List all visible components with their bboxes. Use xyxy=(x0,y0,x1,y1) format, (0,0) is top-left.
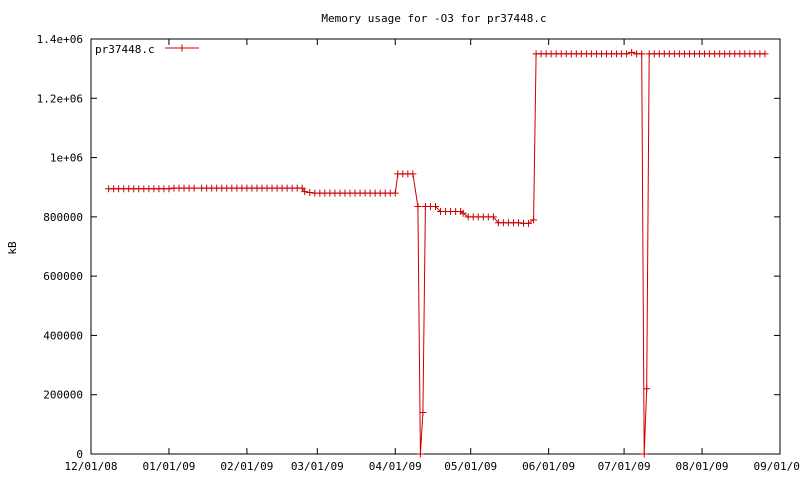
data-point-marker xyxy=(414,202,422,210)
data-point-marker xyxy=(190,184,198,192)
y-tick-label: 800000 xyxy=(43,211,83,224)
data-point-marker xyxy=(416,450,424,458)
y-tick-label: 1e+06 xyxy=(50,152,83,165)
x-tick-label: 02/01/09 xyxy=(220,460,273,473)
data-point-marker xyxy=(628,48,636,56)
x-tick-label: 03/01/09 xyxy=(291,460,344,473)
data-point-marker xyxy=(391,189,399,197)
y-axis-label: kB xyxy=(6,241,19,255)
legend-label-pr37448: pr37448.c xyxy=(95,43,155,56)
data-point-marker xyxy=(640,450,648,458)
chart-title: Memory usage for -O3 for pr37448.c xyxy=(321,12,546,25)
y-tick-label: 1.2e+06 xyxy=(37,92,83,105)
x-axis-ticks: 12/01/08 01/01/09 02/01/09 03/01/09 04/01/09… xyxy=(65,39,800,473)
data-point-marker xyxy=(165,185,173,193)
legend-sample-line xyxy=(165,44,199,52)
data-point-marker xyxy=(459,209,467,217)
legend: pr37448.c xyxy=(95,43,199,56)
data-point-marker xyxy=(298,184,306,192)
data-point-marker xyxy=(409,170,417,178)
x-tick-label: 01/01/09 xyxy=(142,460,195,473)
data-point-marker xyxy=(514,219,522,227)
legend-marker xyxy=(178,44,186,52)
data-point-marker xyxy=(432,202,439,210)
data-point-marker xyxy=(306,189,314,197)
x-tick-label: 04/01/09 xyxy=(369,460,422,473)
data-point-marker xyxy=(638,50,646,58)
series-line-pr37448 xyxy=(108,51,765,455)
x-tick-label: 09/01/09 xyxy=(754,460,800,473)
y-tick-label: 200000 xyxy=(43,389,83,402)
x-tick-label: 12/01/08 xyxy=(65,460,118,473)
y-tick-label: 1.4e+06 xyxy=(37,33,83,46)
y-tick-label: 0 xyxy=(76,448,83,461)
data-point-marker xyxy=(419,409,427,416)
x-tick-label: 05/01/09 xyxy=(444,460,497,473)
x-tick-label: 06/01/09 xyxy=(522,460,575,473)
data-point-marker xyxy=(643,385,651,393)
y-axis-ticks: 0 200000 400000 600000 800000 1e+06 1.2e+06 1.4… xyxy=(37,33,780,461)
y-tick-label: 400000 xyxy=(43,329,83,342)
data-point-marker xyxy=(530,216,538,224)
y-tick-label: 600000 xyxy=(43,270,83,283)
data-point-marker xyxy=(525,219,533,227)
plot-frame xyxy=(90,38,781,455)
data-point-marker xyxy=(623,50,631,58)
series-layer xyxy=(105,48,769,458)
x-tick-label: 08/01/09 xyxy=(676,460,729,473)
data-point-marker xyxy=(761,50,769,58)
data-point-marker xyxy=(301,188,309,196)
x-tick-label: 07/01/09 xyxy=(598,460,651,473)
data-point-marker xyxy=(489,213,497,221)
